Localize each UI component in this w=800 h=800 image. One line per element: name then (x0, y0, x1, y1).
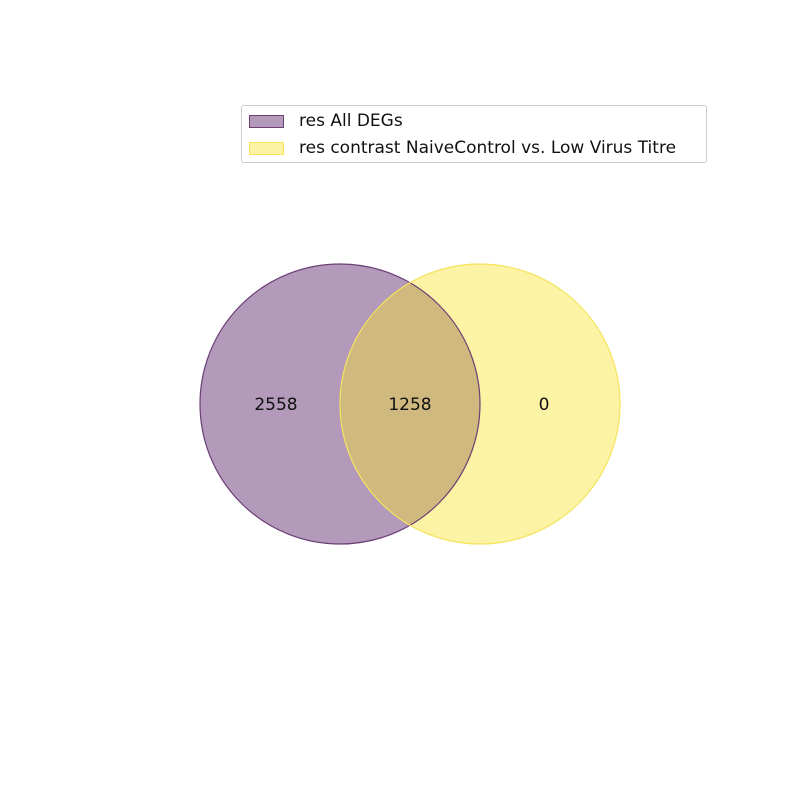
legend-swatch-set-a (249, 114, 284, 128)
set-a-outline (199, 263, 481, 545)
overlap-region (340, 264, 480, 544)
legend-item-set-a: res All DEGs (249, 110, 403, 132)
legend: res All DEGs res contrast NaiveControl v… (241, 105, 707, 163)
legend-swatch-set-b (249, 141, 284, 155)
only-a-count: 2558 (254, 395, 297, 415)
overlap-count: 1258 (388, 395, 431, 415)
legend-label-set-a: res All DEGs (299, 111, 403, 131)
set-b-outline (339, 263, 621, 545)
only-b-count: 0 (539, 395, 550, 415)
legend-item-set-b: res contrast NaiveControl vs. Low Virus … (249, 137, 676, 159)
legend-label-set-b: res contrast NaiveControl vs. Low Virus … (299, 138, 677, 158)
